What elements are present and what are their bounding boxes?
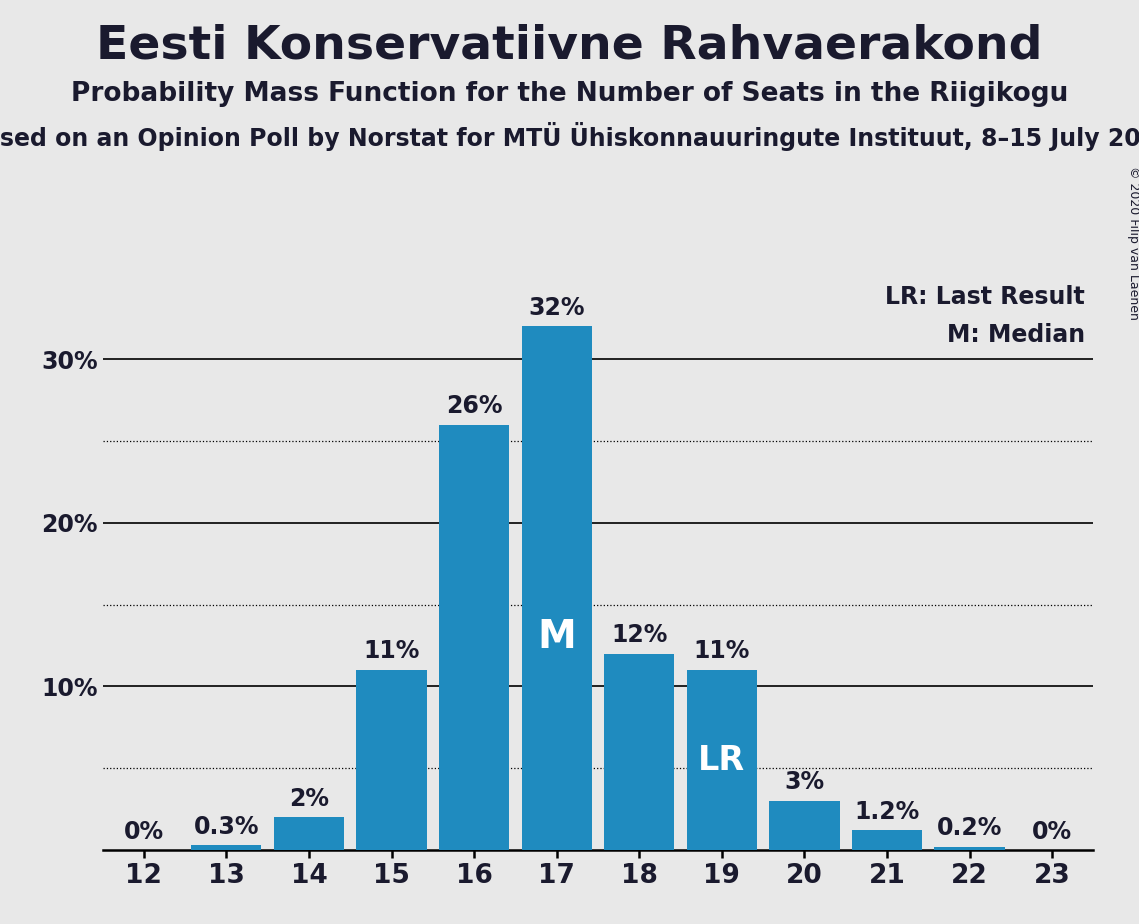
Text: LR: LR [698,744,745,776]
Text: 26%: 26% [445,394,502,418]
Text: © 2020 Filip van Laenen: © 2020 Filip van Laenen [1126,166,1139,321]
Bar [522,326,592,850]
Text: 2%: 2% [289,787,329,810]
Text: 0%: 0% [124,820,164,844]
Text: 11%: 11% [363,639,419,663]
Text: Probability Mass Function for the Number of Seats in the Riigikogu: Probability Mass Function for the Number… [71,81,1068,107]
Bar [357,670,427,850]
Text: 0%: 0% [1032,820,1072,844]
Text: 0.3%: 0.3% [194,815,260,839]
Text: M: M [538,618,576,656]
Text: 32%: 32% [528,296,585,320]
Text: 11%: 11% [694,639,749,663]
Bar [273,818,344,850]
Bar [439,424,509,850]
Text: 12%: 12% [612,623,667,647]
Bar [934,846,1005,850]
Text: 3%: 3% [785,771,825,795]
Text: LR: Last Result: LR: Last Result [885,286,1085,310]
Bar [604,653,674,850]
Bar [687,670,757,850]
Text: M: Median: M: Median [947,323,1085,347]
Text: Based on an Opinion Poll by Norstat for MTÜ Ühiskonnauuringute Instituut, 8–15 J: Based on an Opinion Poll by Norstat for … [0,122,1139,151]
Text: 1.2%: 1.2% [854,800,919,824]
Bar [769,801,839,850]
Bar [852,831,923,850]
Text: 0.2%: 0.2% [937,816,1002,840]
Text: Eesti Konservatiivne Rahvaerakond: Eesti Konservatiivne Rahvaerakond [97,23,1042,68]
Bar [191,845,262,850]
